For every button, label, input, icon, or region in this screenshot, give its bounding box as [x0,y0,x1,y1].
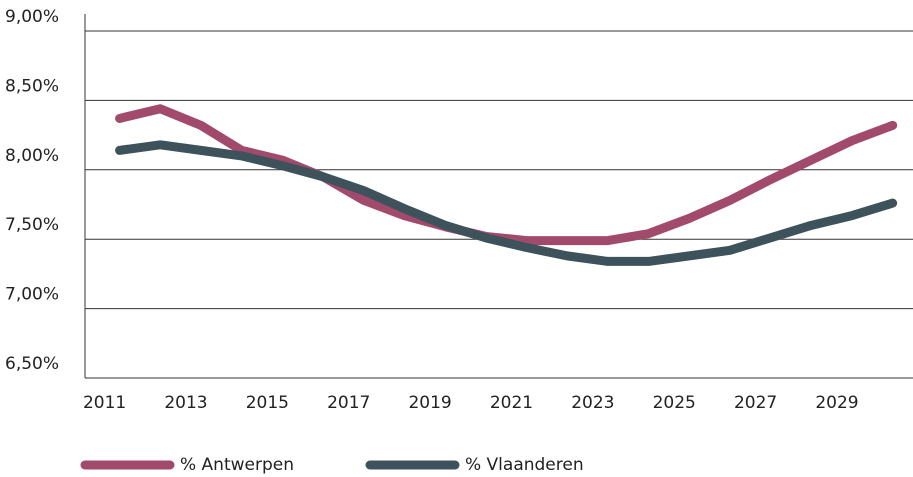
x-tick-label: 2029 [815,393,858,413]
y-tick-label: 7,50% [5,215,59,235]
y-tick-label: 9,00% [5,7,59,27]
x-tick-label: 2025 [653,393,696,413]
x-tick-label: 2027 [734,393,777,413]
x-tick-label: 2017 [327,393,370,413]
x-tick-label: 2021 [490,393,533,413]
y-tick-label: 6,50% [5,354,59,374]
legend-label: % Antwerpen [180,455,294,475]
series-line [115,104,898,246]
x-tick-label: 2011 [83,393,126,413]
series-line [115,140,898,266]
x-tick-label: 2013 [164,393,207,413]
x-tick-label: 2023 [571,393,614,413]
y-tick-label: 8,00% [5,146,59,166]
legend-label: % Vlaanderen [465,455,584,475]
x-tick-label: 2019 [408,393,451,413]
y-tick-label: 8,50% [5,76,59,96]
y-tick-label: 7,00% [5,285,59,305]
x-tick-label: 2015 [246,393,289,413]
